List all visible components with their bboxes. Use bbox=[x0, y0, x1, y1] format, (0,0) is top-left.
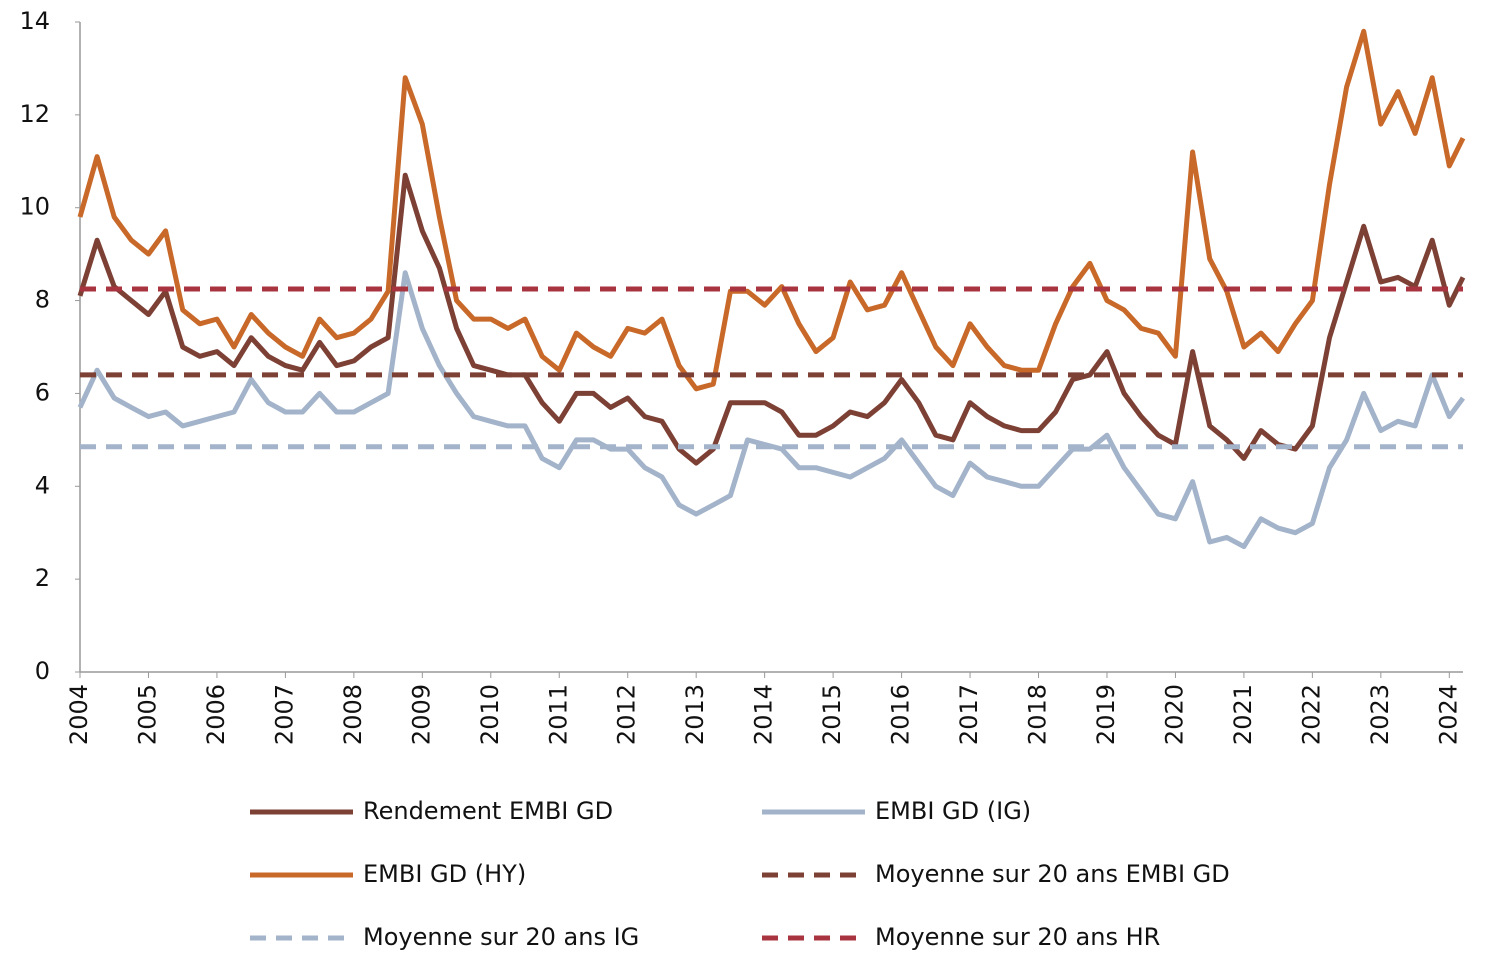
x-tick-label: 2006 bbox=[202, 684, 230, 745]
x-tick-label: 2022 bbox=[1297, 684, 1325, 745]
x-tick-label: 2024 bbox=[1434, 684, 1462, 745]
x-tick-label: 2011 bbox=[544, 684, 572, 745]
x-tick-label: 2009 bbox=[407, 684, 435, 745]
y-tick-label: 4 bbox=[35, 471, 50, 499]
x-tick-label: 2014 bbox=[750, 684, 778, 745]
series-line bbox=[77, 172, 1466, 466]
x-tick-label: 2010 bbox=[476, 684, 504, 745]
x-tick-label: 2016 bbox=[887, 684, 915, 745]
y-tick-label: 2 bbox=[35, 564, 50, 592]
x-tick-label: 2021 bbox=[1229, 684, 1257, 745]
y-tick-label: 0 bbox=[35, 657, 50, 685]
x-tick-label: 2013 bbox=[681, 684, 709, 745]
series-line bbox=[77, 270, 1466, 550]
x-tick-label: 2017 bbox=[955, 684, 983, 745]
x-tick-label: 2005 bbox=[133, 684, 161, 745]
legend-label: Moyenne sur 20 ans HR bbox=[875, 923, 1160, 951]
x-tick-label: 2019 bbox=[1092, 684, 1120, 745]
x-tick-label: 2015 bbox=[818, 684, 846, 745]
legend-label: Rendement EMBI GD bbox=[363, 797, 613, 825]
x-tick-label: 2008 bbox=[339, 684, 367, 745]
x-tick-label: 2020 bbox=[1160, 684, 1188, 745]
series-line bbox=[77, 28, 1466, 392]
legend-label: EMBI GD (IG) bbox=[875, 797, 1031, 825]
y-tick-label: 8 bbox=[35, 286, 50, 314]
x-tick-label: 2018 bbox=[1024, 684, 1052, 745]
legend-label: Moyenne sur 20 ans EMBI GD bbox=[875, 860, 1230, 888]
x-tick-label: 2012 bbox=[613, 684, 641, 745]
x-tick-label: 2007 bbox=[270, 684, 298, 745]
y-tick-label: 10 bbox=[19, 193, 50, 221]
y-tick-label: 6 bbox=[35, 378, 50, 406]
legend-label: Moyenne sur 20 ans IG bbox=[363, 923, 639, 951]
x-tick-label: 2023 bbox=[1366, 684, 1394, 745]
y-tick-label: 12 bbox=[19, 100, 50, 128]
y-tick-label: 14 bbox=[19, 7, 50, 35]
legend-label: EMBI GD (HY) bbox=[363, 860, 526, 888]
x-tick-label: 2004 bbox=[65, 684, 93, 745]
